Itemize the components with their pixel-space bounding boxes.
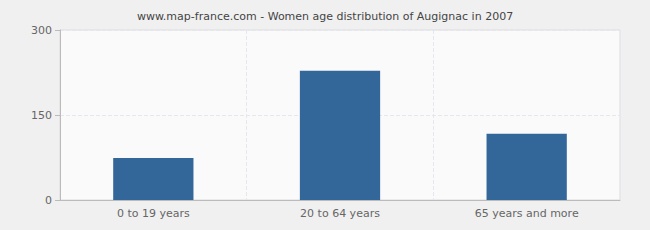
svg-text:0 to 19 years: 0 to 19 years (117, 207, 190, 220)
svg-text:65 years and more: 65 years and more (475, 207, 579, 220)
svg-text:300: 300 (31, 24, 52, 37)
svg-text:150: 150 (31, 109, 52, 122)
svg-text:20 to 64 years: 20 to 64 years (300, 207, 380, 220)
svg-text:0: 0 (45, 194, 52, 207)
svg-text:www.map-france.com - Women age: www.map-france.com - Women age distribut… (137, 10, 513, 23)
